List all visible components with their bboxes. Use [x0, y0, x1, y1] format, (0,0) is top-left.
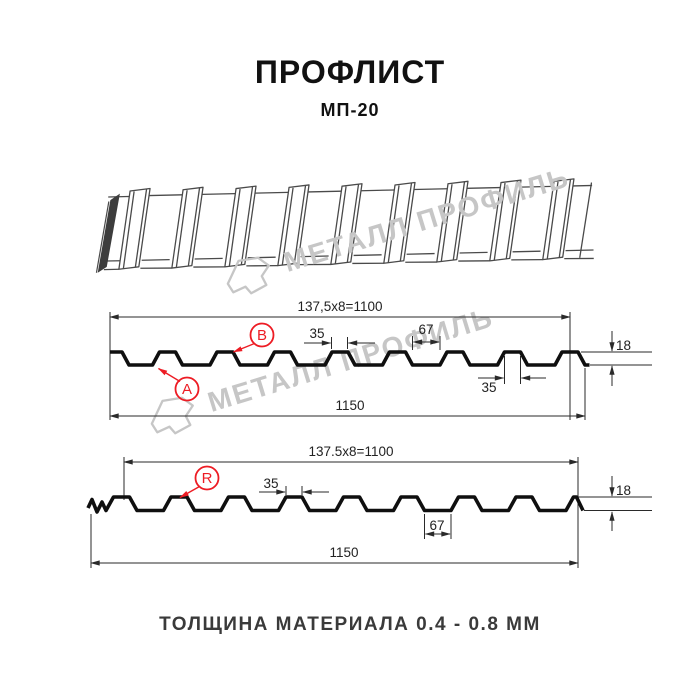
label-a: A	[182, 381, 192, 398]
label-b-circle	[249, 322, 275, 348]
section-r-dimension-lines	[90, 457, 652, 568]
section-r-rib-top-width: 35	[263, 476, 278, 491]
section-r-overall-width: 1150	[329, 545, 358, 560]
watermark-brand: МЕТАЛЛ ПРОФИЛЬ	[213, 154, 576, 307]
section-r-pitch-dim: 137.5x8=1100	[309, 444, 394, 459]
section-a-profile-path	[110, 350, 590, 367]
label-r: R	[202, 470, 213, 487]
page-title: ПРОФЛИСТ	[254, 54, 446, 90]
section-r-point-labels	[179, 465, 220, 499]
section-r-profile-height: 18	[616, 483, 631, 498]
label-b: B	[257, 327, 267, 344]
material-thickness-note: ТОЛЩИНА МАТЕРИАЛА 0.4 - 0.8 ММ	[159, 614, 541, 635]
section-r-valley-width: 67	[429, 518, 444, 533]
label-r-circle	[194, 465, 220, 491]
section-a-rib-top-width-2: 35	[481, 380, 496, 395]
brand-logo-icon	[226, 256, 270, 295]
sheet-cut-edge	[97, 193, 120, 273]
section-a-valley-width: 67	[418, 322, 433, 337]
section-a-rib-top-width: 35	[309, 326, 324, 341]
section-a-profile-height: 18	[616, 338, 631, 353]
profile-model-label: МП-20	[320, 100, 380, 120]
section-a-overall-width: 1150	[335, 398, 364, 413]
corrugated-sheet-drawing	[95, 177, 595, 273]
section-r-profile-path	[86, 495, 585, 514]
section-a-pitch-dim: 137,5x8=1100	[298, 299, 383, 314]
section-a-dimension-lines	[109, 312, 652, 420]
brand-logo-icon	[150, 396, 194, 435]
section-a-point-labels	[157, 322, 275, 402]
label-a-circle	[174, 376, 200, 402]
watermark-brand: МЕТАЛЛ ПРОФИЛЬ	[137, 294, 500, 447]
